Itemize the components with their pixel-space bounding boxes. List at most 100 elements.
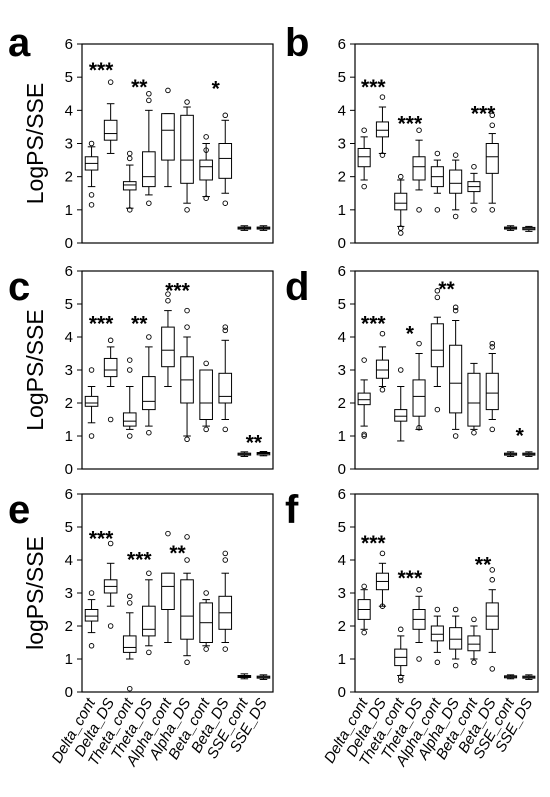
box-SSE_DS — [256, 451, 271, 457]
outlier-point — [203, 360, 209, 367]
box-Theta_DS — [142, 334, 156, 436]
outlier-point — [107, 623, 114, 629]
outlier-point — [126, 357, 133, 363]
box-SSE_cont — [504, 225, 518, 231]
significance-mark: ** — [169, 542, 186, 565]
y-tick-label: 3 — [65, 362, 73, 379]
iqr-box — [449, 344, 463, 414]
outlier-point — [184, 99, 190, 105]
outlier-point — [165, 530, 171, 537]
box-Alpha_cont — [430, 288, 444, 413]
iqr-box — [142, 605, 156, 637]
box-Delta_DS — [375, 330, 389, 393]
y-axis-label: logPS/SSE — [22, 536, 48, 650]
outlier-point — [398, 173, 404, 180]
y-tick-label: 2 — [65, 169, 73, 186]
y-tick-label: 5 — [65, 69, 73, 86]
y-tick-label: 4 — [65, 329, 73, 346]
y-tick-label: 3 — [65, 585, 73, 602]
box-Alpha_DS — [180, 534, 194, 666]
iqr-box — [161, 113, 175, 161]
iqr-box — [180, 114, 194, 184]
outlier-point — [398, 677, 404, 684]
box-Alpha_DS — [449, 152, 463, 220]
iqr-box — [430, 625, 444, 642]
panel-b: b 0 1 2 3 4 5 6 *** *** *** — [285, 21, 539, 252]
outlier-point — [489, 207, 496, 213]
y-tick-label: 0 — [65, 684, 73, 701]
significance-mark: *** — [89, 527, 114, 550]
panel-letter: e — [8, 488, 30, 532]
iqr-box — [122, 635, 137, 653]
y-tick-label: 1 — [338, 428, 346, 445]
panel-letter: b — [285, 21, 309, 65]
significance-mark: ** — [131, 313, 148, 336]
outlier-point — [222, 426, 228, 433]
panel-letter: f — [285, 488, 299, 532]
significance-mark: *** — [471, 102, 496, 125]
box-SSE_DS — [522, 225, 536, 232]
significance-mark: * — [212, 77, 221, 100]
significance-mark: *** — [165, 280, 190, 303]
box-Alpha_cont — [430, 606, 444, 666]
panel-letter: d — [285, 265, 309, 309]
outlier-point — [489, 426, 496, 433]
iqr-box — [180, 579, 194, 640]
outlier-point — [452, 662, 459, 669]
box-SSE_DS — [522, 451, 536, 457]
box-Theta_cont — [394, 626, 408, 684]
y-tick-label: 1 — [338, 202, 346, 219]
y-tick-label: 0 — [338, 461, 346, 478]
y-tick-label: 5 — [65, 519, 73, 536]
significance-mark: ** — [246, 431, 263, 454]
iqr-box — [449, 627, 463, 650]
outlier-point — [107, 540, 114, 547]
box-Alpha_DS — [449, 304, 463, 439]
box-Delta_cont — [357, 583, 371, 636]
y-tick-label: 4 — [338, 329, 346, 346]
outlier-point — [146, 90, 152, 97]
iqr-box — [357, 147, 371, 168]
outlier-point — [379, 387, 386, 393]
y-tick-label: 6 — [65, 263, 73, 280]
significance-mark: *** — [127, 549, 152, 572]
outlier-point — [489, 344, 496, 350]
outlier-point — [88, 140, 95, 147]
outlier-point — [489, 577, 496, 583]
outlier-point — [184, 207, 190, 213]
box-Theta_cont — [122, 593, 137, 692]
outlier-point — [471, 616, 477, 623]
outlier-point — [398, 230, 404, 236]
iqr-box — [357, 392, 371, 406]
outlier-point — [184, 659, 190, 666]
outlier-point — [416, 340, 422, 347]
box-Theta_cont — [122, 357, 137, 439]
iqr-box — [485, 143, 499, 174]
box-Theta_DS — [412, 340, 426, 431]
iqr-box — [84, 395, 99, 407]
box-SSE_cont — [504, 674, 518, 680]
box-Theta_DS — [142, 570, 156, 656]
outlier-point — [222, 327, 228, 334]
outlier-point — [107, 79, 114, 85]
outlier-point — [126, 367, 133, 373]
outlier-point — [434, 659, 441, 666]
panel-letter: c — [8, 265, 30, 309]
panel-f: f0123456********Delta_contDelta_DSTheta_… — [285, 486, 539, 770]
box-Alpha_DS — [449, 606, 463, 669]
box-SSE_cont — [237, 225, 252, 231]
box-Beta_cont — [199, 360, 213, 433]
box-Alpha_cont — [161, 87, 175, 188]
box-SSE_DS — [522, 674, 536, 680]
y-tick-label: 5 — [338, 296, 346, 313]
box-Beta_cont — [467, 163, 481, 213]
y-tick-label: 2 — [338, 618, 346, 635]
outlier-point — [165, 297, 171, 304]
outlier-point — [88, 433, 95, 439]
significance-mark: * — [516, 425, 525, 448]
iqr-box — [394, 409, 408, 422]
outlier-point — [379, 152, 386, 158]
box-Delta_cont — [84, 590, 99, 649]
outlier-point — [203, 590, 209, 596]
y-tick-label: 1 — [65, 651, 73, 668]
